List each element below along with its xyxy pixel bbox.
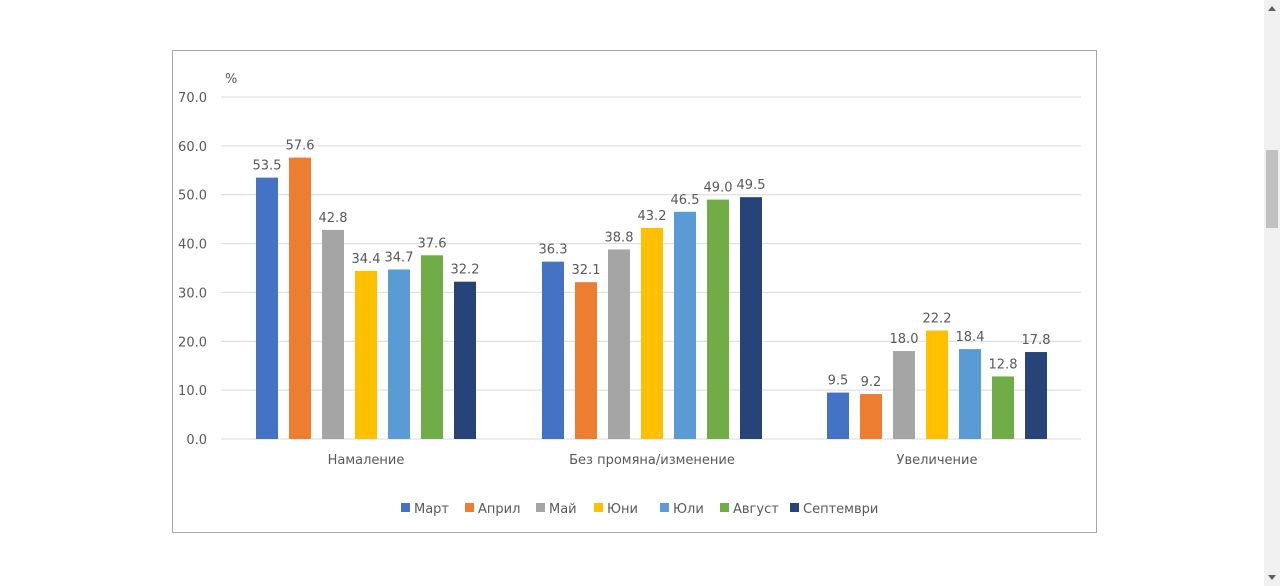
data-label: 22.2 bbox=[923, 312, 952, 327]
y-tick-label: 20.0 bbox=[178, 335, 207, 350]
bar bbox=[256, 177, 278, 439]
bar bbox=[740, 197, 762, 439]
data-label: 36.3 bbox=[539, 243, 568, 258]
y-tick-label: 50.0 bbox=[178, 189, 207, 204]
y-tick-label: 10.0 bbox=[178, 384, 207, 399]
chart-frame: % 0.0 10.0 20.0 30.0 40.0 50.0 60.0 70.0 53.5 36… bbox=[172, 50, 1097, 533]
bar bbox=[893, 351, 915, 439]
bar bbox=[1025, 352, 1047, 439]
data-label: 46.5 bbox=[671, 193, 700, 208]
data-label: 12.8 bbox=[989, 357, 1018, 372]
category-labels: Намаление Без промяна/изменение Увеличение bbox=[328, 453, 978, 468]
category-label: Без промяна/изменение bbox=[569, 453, 735, 468]
legend-label: Март bbox=[414, 502, 449, 517]
bars bbox=[256, 157, 1047, 439]
bar bbox=[454, 281, 476, 439]
legend: Март Април Май Юни Юли Август Септември bbox=[401, 502, 878, 517]
bar bbox=[860, 394, 882, 439]
bar bbox=[322, 229, 344, 439]
data-label: 17.8 bbox=[1022, 333, 1051, 348]
data-label: 49.0 bbox=[704, 181, 733, 196]
legend-label: Юли bbox=[673, 502, 704, 517]
bar-chart: % 0.0 10.0 20.0 30.0 40.0 50.0 60.0 70.0 53.5 36… bbox=[178, 72, 1081, 517]
data-label: 57.6 bbox=[286, 139, 315, 154]
legend-swatch bbox=[594, 503, 603, 512]
bar bbox=[542, 261, 564, 439]
data-labels: 53.5 36.3 9.5 57.6 32.1 9.2 42.8 38.8 18.0 34.4 43… bbox=[253, 139, 1051, 390]
data-label: 18.4 bbox=[956, 330, 985, 345]
legend-swatch bbox=[536, 503, 545, 512]
data-label: 32.1 bbox=[572, 263, 601, 278]
bar bbox=[827, 392, 849, 439]
bar bbox=[575, 282, 597, 439]
y-tick-label: 40.0 bbox=[178, 238, 207, 253]
bar bbox=[388, 269, 410, 439]
category-label: Увеличение bbox=[897, 453, 978, 468]
y-axis-ticks: 0.0 10.0 20.0 30.0 40.0 50.0 60.0 70.0 bbox=[178, 91, 207, 448]
legend-swatch bbox=[790, 503, 799, 512]
data-label: 49.5 bbox=[737, 178, 766, 193]
legend-swatch bbox=[720, 503, 729, 512]
legend-label: Април bbox=[478, 502, 520, 517]
y-axis-label: % bbox=[225, 72, 237, 87]
bar bbox=[289, 157, 311, 439]
legend-label: Август bbox=[733, 502, 779, 517]
bar bbox=[926, 330, 948, 439]
category-label: Намаление bbox=[328, 453, 405, 468]
y-tick-label: 0.0 bbox=[186, 433, 207, 448]
y-tick-label: 60.0 bbox=[178, 140, 207, 155]
data-label: 42.8 bbox=[319, 211, 348, 226]
legend-swatch bbox=[465, 503, 474, 512]
scrollbar-thumb[interactable] bbox=[1266, 150, 1278, 228]
data-label: 43.2 bbox=[638, 209, 667, 224]
data-label: 38.8 bbox=[605, 230, 634, 245]
scroll-down-arrow-icon[interactable] bbox=[1264, 572, 1280, 584]
bar bbox=[992, 376, 1014, 439]
data-label: 34.4 bbox=[352, 252, 381, 267]
bar bbox=[959, 349, 981, 439]
data-label: 53.5 bbox=[253, 159, 282, 174]
y-tick-label: 70.0 bbox=[178, 91, 207, 106]
data-label: 34.7 bbox=[385, 250, 414, 265]
bar bbox=[674, 211, 696, 439]
data-label: 32.2 bbox=[451, 263, 480, 278]
legend-label: Септември bbox=[803, 502, 878, 517]
y-tick-label: 30.0 bbox=[178, 286, 207, 301]
scroll-up-arrow-icon[interactable] bbox=[1264, 2, 1280, 14]
data-label: 18.0 bbox=[890, 332, 919, 347]
bar bbox=[608, 249, 630, 439]
legend-swatch bbox=[660, 503, 669, 512]
legend-label: Юни bbox=[607, 502, 638, 517]
legend-label: Май bbox=[549, 502, 577, 517]
legend-swatch bbox=[401, 503, 410, 512]
bar bbox=[641, 227, 663, 439]
bar bbox=[707, 199, 729, 439]
bar bbox=[355, 270, 377, 439]
data-label: 9.5 bbox=[828, 374, 849, 389]
bar bbox=[421, 255, 443, 439]
data-label: 37.6 bbox=[418, 236, 447, 251]
vertical-scrollbar[interactable] bbox=[1264, 0, 1280, 586]
data-label: 9.2 bbox=[861, 375, 882, 390]
